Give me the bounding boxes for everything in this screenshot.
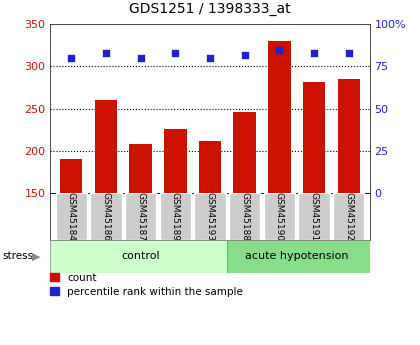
Point	[137, 55, 144, 61]
Bar	[264, 193, 295, 240]
Point	[172, 50, 178, 56]
Bar	[234, 112, 256, 193]
Bar	[194, 193, 226, 240]
Point	[102, 50, 109, 56]
Bar	[125, 193, 156, 240]
Bar	[227, 240, 373, 273]
Text: acute hypotension: acute hypotension	[245, 251, 349, 261]
Text: GSM45190: GSM45190	[275, 192, 284, 241]
Bar	[229, 193, 260, 240]
Text: GSM45188: GSM45188	[240, 192, 249, 241]
Text: GSM45192: GSM45192	[344, 192, 353, 241]
Bar	[333, 193, 365, 240]
Text: stress: stress	[2, 251, 33, 261]
Bar	[129, 144, 152, 193]
Text: GSM45184: GSM45184	[67, 192, 76, 241]
Bar	[160, 193, 191, 240]
Bar	[55, 193, 87, 240]
Text: GSM45186: GSM45186	[101, 192, 110, 241]
Text: GSM45187: GSM45187	[136, 192, 145, 241]
Bar	[50, 240, 227, 273]
Text: GSM45191: GSM45191	[310, 192, 319, 241]
Point	[345, 50, 352, 56]
Point	[241, 52, 248, 57]
Bar	[299, 193, 330, 240]
Point	[276, 47, 283, 52]
Text: ▶: ▶	[32, 251, 40, 261]
Bar	[199, 141, 221, 193]
Text: GDS1251 / 1398333_at: GDS1251 / 1398333_at	[129, 1, 291, 16]
Bar	[303, 82, 326, 193]
Bar	[338, 79, 360, 193]
Point	[68, 55, 75, 61]
Bar	[90, 193, 121, 240]
Bar	[164, 129, 186, 193]
Point	[207, 55, 213, 61]
Legend: count, percentile rank within the sample: count, percentile rank within the sample	[50, 273, 243, 297]
Text: control: control	[121, 251, 160, 261]
Bar	[60, 159, 82, 193]
Bar	[94, 100, 117, 193]
Bar	[268, 41, 291, 193]
Text: GSM45189: GSM45189	[171, 192, 180, 241]
Text: GSM45193: GSM45193	[205, 192, 215, 241]
Point	[311, 50, 318, 56]
